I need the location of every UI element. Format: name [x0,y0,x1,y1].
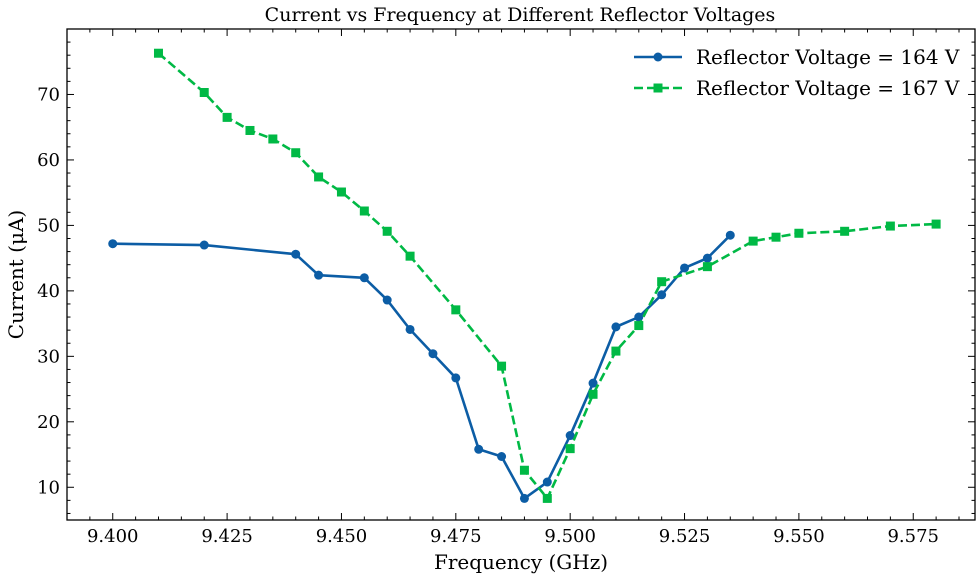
legend-marker-2 [653,83,663,93]
series-1-point [428,349,438,359]
x-tick-label: 9.500 [544,526,596,547]
series-1-point [497,451,507,461]
series-2 [153,48,941,503]
series-2-point [885,221,895,231]
series-1 [108,230,735,503]
series-2-point [657,277,667,287]
series-1-point [702,253,712,263]
series-2-point [245,125,255,135]
series-1-point [382,295,392,305]
series-2-point [153,48,163,58]
y-axis-label: Current (μA) [4,210,28,339]
series-1-point [565,431,575,441]
series-1-point [108,239,118,249]
ticks-layer: 9.400 9.425 9.450 9.475 9.500 9.525 9.550 9.575… [37,29,975,547]
series-1-line [112,234,732,500]
series-1-point [451,373,461,383]
x-axis-label: Frequency (GHz) [434,550,608,574]
x-tick-label: 9.450 [316,526,368,547]
series-2-point [497,361,507,371]
series-2-point [405,251,415,261]
y-tick-label: 20 [37,412,60,433]
y-tick-label: 50 [37,215,60,236]
series-1-point [725,230,735,240]
series-1-point [314,270,324,280]
y-tick-label: 60 [37,150,60,171]
y-tick-label: 40 [37,281,60,302]
chart-title: Current vs Frequency at Different Reflec… [265,4,776,26]
series-2-point [314,172,324,182]
series-1-point [474,444,484,454]
x-tick-label: 9.425 [201,526,253,547]
legend-label-2: Reflector Voltage = 167 V [696,76,960,100]
series-1-point [519,493,529,503]
x-tick-label: 9.400 [87,526,139,547]
x-tick-label: 9.575 [887,526,939,547]
plot-frame [66,28,976,521]
series-2-point [588,389,598,399]
series-2-point [702,262,712,272]
series-2-point [382,226,392,236]
series-2-point [199,88,209,98]
series-layer [108,48,941,503]
y-tick-label: 10 [37,477,60,498]
x-tick-label: 9.525 [659,526,711,547]
series-1-point [199,240,209,250]
x-tick-label: 9.475 [430,526,482,547]
legend-label-1: Reflector Voltage = 164 V [696,45,960,69]
series-2-point [336,187,346,197]
series-2-point [634,321,644,331]
series-2-point [748,236,758,246]
y-tick-label: 70 [37,84,60,105]
series-1-point [680,263,690,273]
series-2-point [794,228,804,238]
series-1-point [634,312,644,322]
series-2-point [931,219,941,229]
x-tick-label: 9.550 [773,526,825,547]
series-2-point [359,206,369,216]
legend: Reflector Voltage = 164 V Reflector Volta… [634,45,960,100]
series-2-point [291,148,301,158]
series-2-point [565,444,575,454]
series-2-point [451,305,461,315]
series-2-point [519,465,529,475]
series-1-point [657,290,667,300]
series-2-point [771,232,781,242]
legend-marker-1 [653,52,663,62]
series-1-point [359,273,369,283]
y-tick-label: 30 [37,346,60,367]
series-1-point [405,324,415,334]
series-1-point [542,477,552,487]
series-2-point [268,134,278,144]
series-1-point [588,378,598,388]
series-2-point [840,226,850,236]
series-2-point [222,112,232,122]
series-2-line [157,52,937,500]
series-2-point [542,493,552,503]
series-1-point [611,322,621,332]
series-2-point [611,346,621,356]
series-1-point [291,249,301,259]
